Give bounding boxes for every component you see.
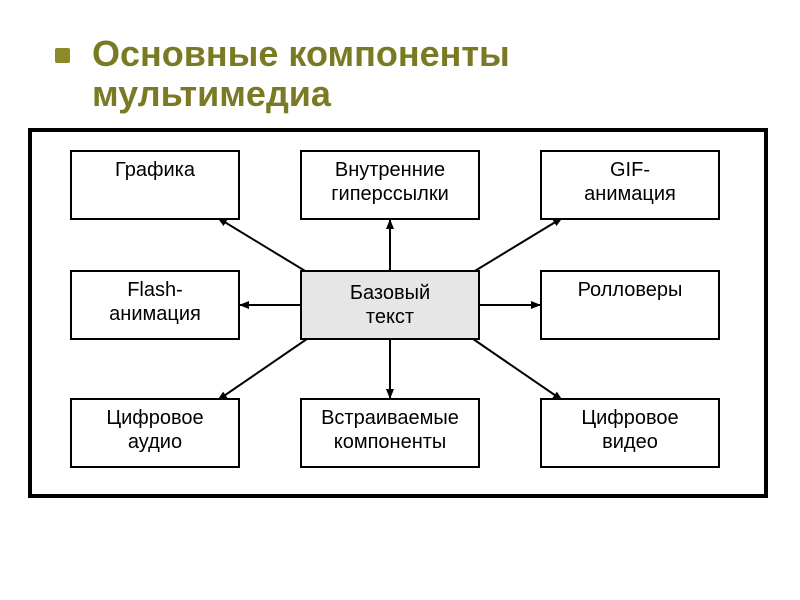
node-ml-label: Flash- анимация [109, 278, 201, 326]
node-bc-label: Встраиваемые компоненты [321, 406, 459, 454]
node-br-label: Цифровое видео [581, 406, 678, 454]
node-center-label: Базовый текст [350, 281, 430, 329]
node-tc: Внутренние гиперссылки [300, 150, 480, 220]
node-bl: Цифровое аудио [70, 398, 240, 468]
node-tl: Графика [70, 150, 240, 220]
node-ml: Flash- анимация [70, 270, 240, 340]
node-tc-label: Внутренние гиперссылки [331, 158, 449, 206]
node-mr: Ролловеры [540, 270, 720, 340]
node-tl-label: Графика [115, 158, 195, 182]
title-bullet [55, 48, 70, 63]
page-title: Основные компоненты мультимедиа [92, 34, 732, 113]
node-center: Базовый текст [300, 270, 480, 340]
node-br: Цифровое видео [540, 398, 720, 468]
node-tr: GIF- анимация [540, 150, 720, 220]
node-mr-label: Ролловеры [578, 278, 683, 302]
node-bc: Встраиваемые компоненты [300, 398, 480, 468]
slide: Основные компоненты мультимедиа Базовый … [0, 0, 800, 600]
node-tr-label: GIF- анимация [584, 158, 676, 206]
node-bl-label: Цифровое аудио [106, 406, 203, 454]
